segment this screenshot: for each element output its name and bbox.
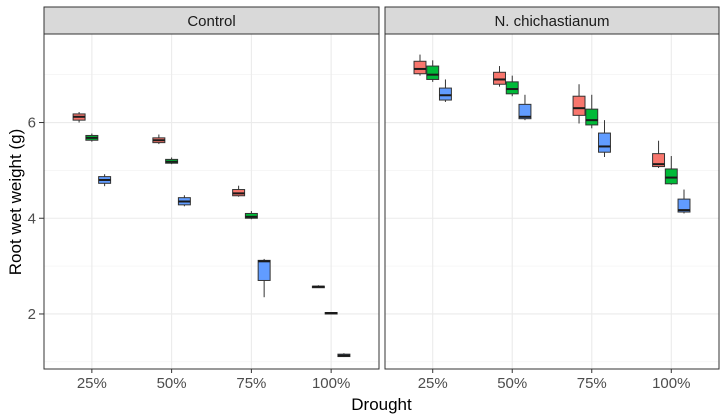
box-75pct-group-2	[585, 94, 599, 129]
box-25pct-group-3	[438, 79, 452, 102]
box-75pct-group-3	[257, 258, 271, 298]
x-tick-label: 50%	[157, 375, 187, 392]
box-100pct-group-1	[311, 285, 325, 289]
panel-strip-control: Control	[43, 6, 380, 35]
box-body	[518, 103, 532, 120]
box-body	[598, 132, 611, 153]
x-axis-title: Drought	[351, 395, 412, 414]
panel-border	[384, 33, 720, 370]
box-body	[257, 259, 271, 281]
box-body	[413, 60, 427, 75]
box-50pct-group-1	[493, 66, 506, 87]
box-body	[677, 198, 691, 213]
box-75pct-group-2	[244, 211, 258, 220]
x-tick-label: 50%	[497, 375, 527, 392]
box-25pct-group-1	[72, 112, 86, 123]
box-75pct-group-1	[572, 84, 586, 124]
box-75pct-group-1	[232, 185, 246, 197]
box-100pct-group-2	[664, 156, 678, 185]
box-body	[572, 95, 586, 116]
box-body	[505, 81, 519, 95]
box-50pct-group-3	[177, 195, 191, 207]
box-75pct-group-3	[598, 120, 611, 157]
panel-border	[43, 33, 380, 370]
y-tick-label: 2	[28, 306, 36, 323]
box-50pct-group-3	[518, 94, 532, 121]
panel-title-n-chichastianum: N. chichastianum	[494, 13, 609, 30]
box-100pct-group-3	[337, 353, 351, 358]
panel-n-chichastianum	[384, 33, 720, 370]
panel-background	[385, 34, 719, 369]
x-tick-label: 100%	[312, 375, 350, 392]
y-axis: 2 4 6	[28, 115, 44, 323]
panel-background	[44, 34, 379, 369]
box-50pct-group-1	[152, 134, 166, 145]
box-25pct-group-2	[426, 60, 440, 82]
y-axis-title: Root wet weight (g)	[6, 129, 25, 275]
box-body	[438, 87, 452, 101]
box-25pct-group-1	[413, 54, 427, 76]
x-tick-label: 100%	[652, 375, 690, 392]
x-tick-label: 75%	[236, 375, 266, 392]
box-100pct-group-1	[652, 140, 666, 168]
x-tick-label: 75%	[577, 375, 607, 392]
panel-control	[43, 33, 380, 370]
box-body	[664, 168, 678, 185]
box-25pct-group-3	[98, 174, 112, 187]
box-50pct-group-2	[505, 75, 519, 97]
x-axis: 25% 50% 75% 100% 25% 50% 75% 100%	[77, 369, 690, 392]
box-body	[652, 153, 666, 168]
box-50pct-group-2	[165, 157, 179, 165]
panel-title-control: Control	[187, 13, 235, 30]
y-tick-label: 4	[28, 210, 36, 227]
box-25pct-group-2	[85, 133, 99, 142]
box-body	[426, 65, 440, 80]
box-body	[585, 108, 599, 126]
box-100pct-group-3	[677, 189, 691, 214]
y-tick-label: 6	[28, 115, 36, 132]
x-tick-label: 25%	[418, 375, 448, 392]
x-tick-label: 25%	[77, 375, 107, 392]
box-100pct-group-2	[324, 312, 338, 315]
panel-strip-n-chichastianum: N. chichastianum	[384, 6, 720, 35]
box-body	[493, 71, 506, 85]
